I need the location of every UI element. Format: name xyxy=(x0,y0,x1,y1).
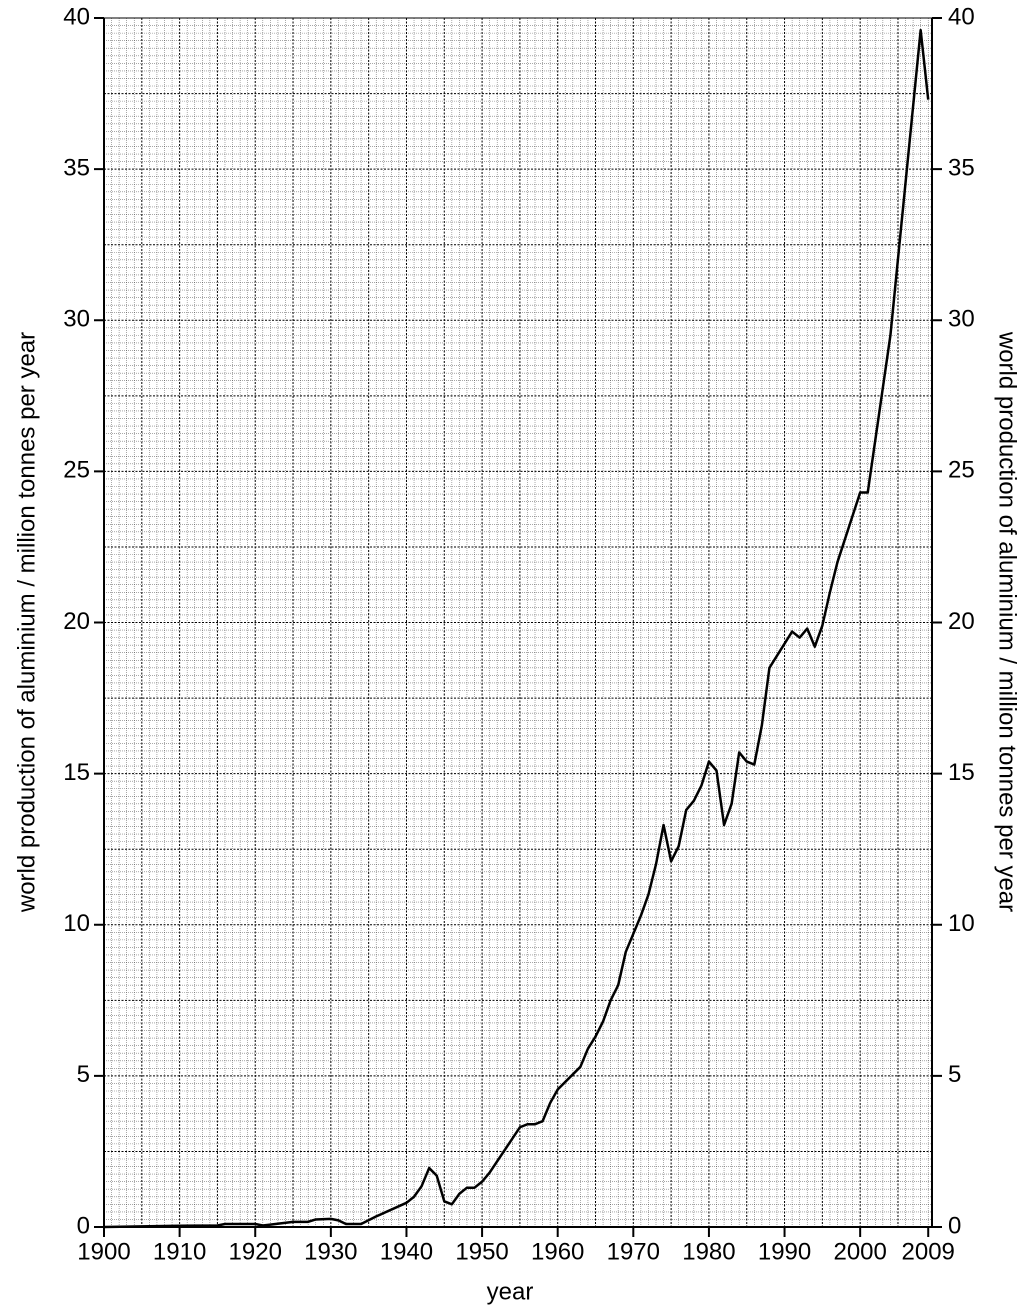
y-tick-label: 0 xyxy=(77,1212,90,1239)
x-tick-label: 2000 xyxy=(833,1238,886,1265)
y2-tick-label: 20 xyxy=(948,608,975,635)
y-axis-label: world production of aluminium / million … xyxy=(13,332,40,913)
y-tick-label: 10 xyxy=(63,910,90,937)
y2-tick-label: 15 xyxy=(948,759,975,786)
y-tick-label: 35 xyxy=(63,154,90,181)
x-axis-label: year xyxy=(487,1278,534,1305)
y2-tick-label: 10 xyxy=(948,910,975,937)
x-tick-label: 1950 xyxy=(455,1238,508,1265)
y-tick-label: 5 xyxy=(77,1061,90,1088)
x-tick-label: 2009 xyxy=(902,1238,955,1265)
y2-tick-label: 30 xyxy=(948,306,975,333)
y-tick-label: 40 xyxy=(63,3,90,30)
y2-tick-label: 35 xyxy=(948,154,975,181)
y-tick-label: 20 xyxy=(63,608,90,635)
x-tick-label: 1970 xyxy=(607,1238,660,1265)
x-tick-label: 1980 xyxy=(682,1238,735,1265)
x-tick-label: 1940 xyxy=(380,1238,433,1265)
y2-tick-label: 5 xyxy=(948,1061,961,1088)
y2-tick-label: 25 xyxy=(948,457,975,484)
data-line xyxy=(103,28,930,1229)
y2-axis-label: world production of aluminium / million … xyxy=(994,331,1021,912)
x-tick-label: 1920 xyxy=(229,1238,282,1265)
x-tick-label: 1910 xyxy=(153,1238,206,1265)
x-tick-label: 1930 xyxy=(304,1238,357,1265)
x-tick-label: 1990 xyxy=(758,1238,811,1265)
y-tick-label: 30 xyxy=(63,306,90,333)
y-tick-label: 15 xyxy=(63,759,90,786)
x-tick-label: 1900 xyxy=(77,1238,130,1265)
y-tick-label: 25 xyxy=(63,457,90,484)
x-tick-label: 1960 xyxy=(531,1238,584,1265)
y2-tick-label: 0 xyxy=(948,1212,961,1239)
y2-tick-label: 40 xyxy=(948,3,975,30)
